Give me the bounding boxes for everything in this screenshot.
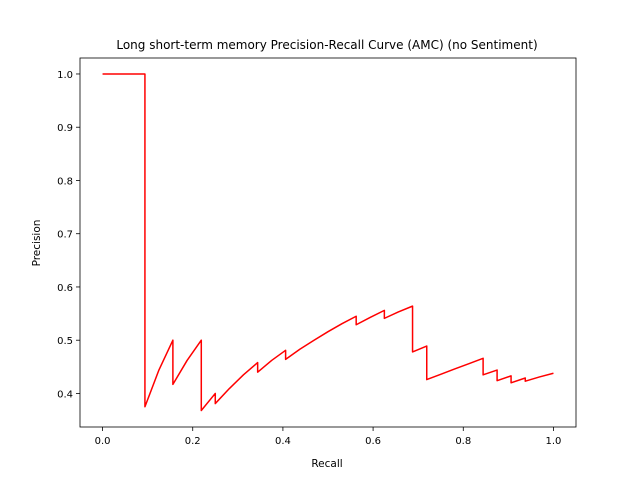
y-tick-label: 0.9 xyxy=(57,123,73,134)
x-axis-label: Recall xyxy=(311,458,342,470)
x-tick-label: 0.6 xyxy=(365,436,381,447)
y-tick-label: 0.4 xyxy=(57,389,73,400)
axes-frame xyxy=(79,57,577,428)
y-tick-label: 0.6 xyxy=(57,283,73,294)
series-line-0 xyxy=(102,73,554,412)
y-tick-label: 0.5 xyxy=(57,336,73,347)
plot-area: 0.0 0.2 0.4 0.6 0.8 1.0 0.4 0.5 0.6 0.7 0.8 0.9 1.0 xyxy=(57,57,577,447)
x-tick-label: 0.4 xyxy=(275,436,291,447)
y-axis-label: Precision xyxy=(31,220,43,267)
y-tick-label: 1.0 xyxy=(57,70,73,81)
y-tick-label: 0.8 xyxy=(57,176,73,187)
x-tick-label: 0.2 xyxy=(185,436,201,447)
x-tick-label: 0.8 xyxy=(455,436,471,447)
chart-title: Long short-term memory Precision-Recall … xyxy=(116,38,537,52)
x-tick-label: 1.0 xyxy=(546,436,562,447)
x-tick-label: 0.0 xyxy=(95,436,111,447)
y-tick-label: 0.7 xyxy=(57,230,73,241)
